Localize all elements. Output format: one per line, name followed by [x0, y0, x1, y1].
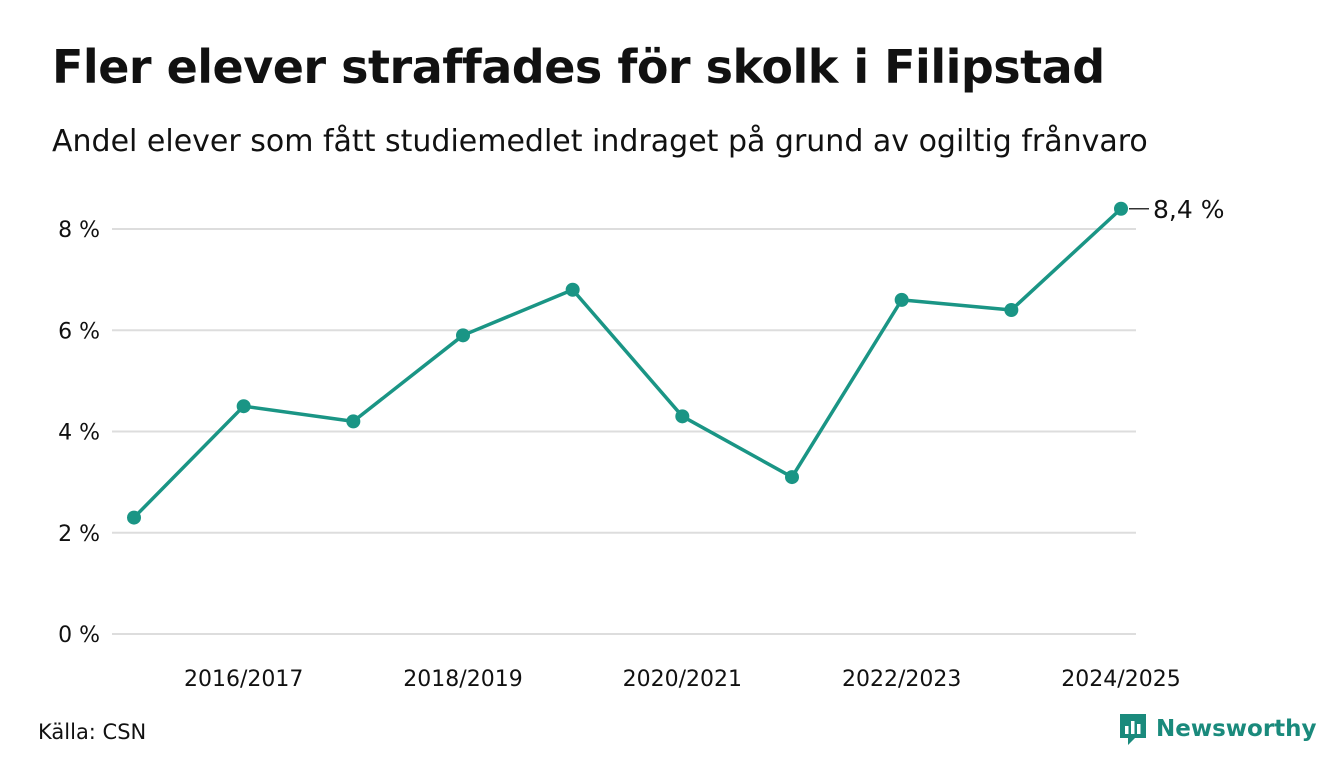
data-point	[127, 510, 141, 525]
x-tick-label: 2016/2017	[184, 667, 303, 692]
brand-logo: Newsworthy	[1118, 712, 1317, 746]
series-line	[132, 207, 1123, 519]
y-tick-label: 2 %	[58, 522, 100, 547]
data-point	[894, 292, 909, 307]
y-tick-label: 8 %	[58, 218, 100, 243]
data-point	[1004, 303, 1019, 317]
x-tick-label: 2018/2019	[403, 667, 522, 692]
y-tick-label: 4 %	[58, 421, 100, 446]
data-point	[565, 282, 580, 297]
y-tick-label: 6 %	[58, 319, 100, 344]
data-point	[785, 470, 799, 485]
end-value-label: 8,4 %	[1153, 195, 1224, 224]
data-point	[1114, 201, 1128, 216]
x-tick-label: 2024/2025	[1061, 667, 1180, 692]
brand-name: Newsworthy	[1156, 716, 1317, 742]
data-point	[675, 409, 690, 424]
newsworthy-logo-icon	[1120, 714, 1146, 745]
data-point	[456, 328, 470, 343]
line-chart: 0 % 2 % 4 % 6 % 8 % 2016/2017 2018/2019 2020/20…	[58, 195, 1224, 692]
source-note: Källa: CSN	[38, 720, 147, 744]
x-tick-label: 2020/2021	[623, 667, 742, 692]
x-tick-label: 2022/2023	[842, 667, 961, 692]
data-point	[346, 414, 361, 429]
chart-subtitle: Andel elever som fått studiemedlet indra…	[52, 124, 1148, 159]
data-point	[236, 399, 251, 414]
chart-title: Fler elever straffades för skolk i Filip…	[52, 40, 1105, 94]
y-tick-label: 0 %	[58, 623, 100, 648]
